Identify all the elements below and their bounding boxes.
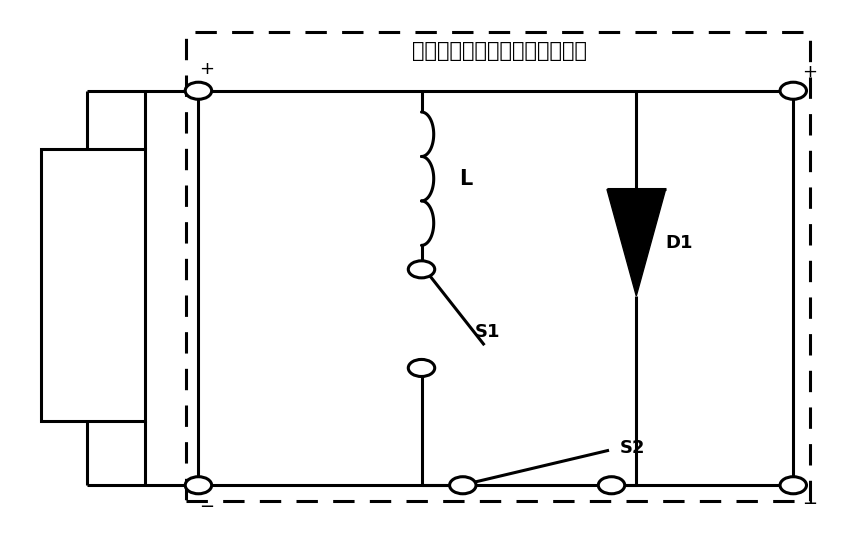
Circle shape [780,82,807,99]
Text: +: + [199,60,214,78]
Circle shape [408,360,435,376]
Bar [41,150,145,421]
Circle shape [780,477,807,494]
Text: S1: S1 [475,323,501,341]
Circle shape [185,477,212,494]
Bar [186,32,810,501]
Text: L: L [459,169,472,189]
Circle shape [449,477,476,494]
Circle shape [408,261,435,278]
Text: 光伏组件输出特性曲线获取电路: 光伏组件输出特性曲线获取电路 [412,41,588,61]
Polygon shape [607,189,666,296]
Text: +: + [803,63,817,81]
Circle shape [185,82,212,99]
Text: S2: S2 [620,439,645,457]
Text: −: − [199,498,214,516]
Text: D1: D1 [665,234,693,252]
Circle shape [599,477,625,494]
Text: −: − [803,495,818,513]
